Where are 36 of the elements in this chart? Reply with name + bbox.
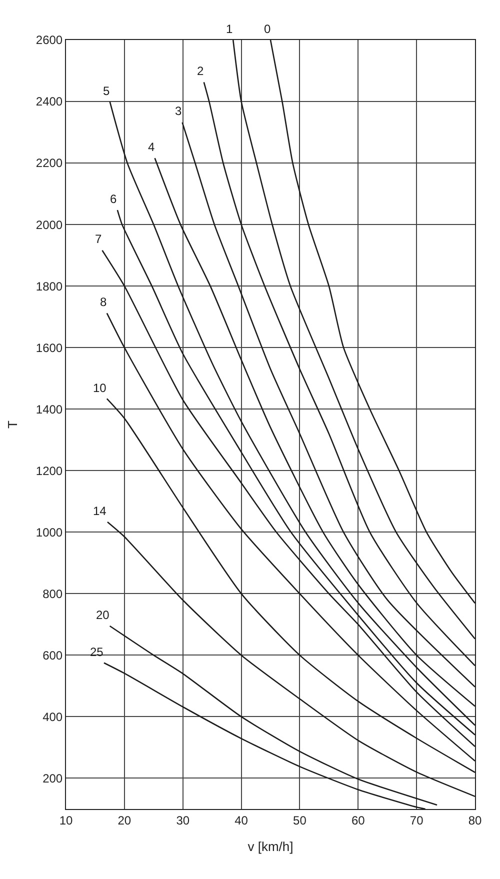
series-label: 0: [264, 22, 271, 36]
series-label: 10: [93, 381, 107, 395]
x-tick-label: 40: [234, 813, 248, 828]
series-label: 4: [148, 140, 155, 154]
y-tick-label: 1400: [36, 402, 63, 416]
y-tick-label: 200: [42, 771, 63, 786]
y-tick-label: 2600: [36, 33, 63, 48]
y-tick-label: 1800: [36, 279, 63, 294]
series-label: 5: [103, 84, 110, 98]
y-tick-label: 2200: [36, 156, 63, 170]
series-label: 3: [175, 104, 182, 118]
x-tick-label: 30: [176, 813, 190, 828]
series-label: 7: [95, 232, 102, 246]
series-label: 20: [96, 608, 110, 622]
x-tick-label: 70: [410, 813, 424, 828]
x-tick-label: 80: [468, 813, 482, 828]
y-tick-label: 600: [42, 648, 63, 662]
y-axis-title: T: [4, 420, 20, 428]
series-label: 6: [110, 192, 117, 206]
x-axis-title: v [km/h]: [248, 839, 294, 854]
y-tick-label: 1200: [36, 464, 63, 478]
line-series: [109, 625, 438, 806]
y-tick-label: 2400: [36, 94, 63, 109]
y-tick-label: 1000: [36, 525, 63, 540]
series-label: 14: [93, 504, 107, 518]
series-label: 8: [100, 295, 107, 309]
y-tick-label: 400: [42, 710, 63, 724]
x-tick-label: 10: [59, 813, 73, 828]
x-tick-label: 20: [118, 813, 132, 828]
x-tick-label: 50: [293, 813, 307, 828]
series-label: 2: [197, 64, 204, 78]
x-tick-label: 60: [351, 813, 366, 828]
y-tick-label: 2000: [36, 218, 63, 232]
y-tick-label: 1600: [36, 340, 63, 355]
y-tick-label: 800: [42, 586, 63, 601]
series-label: 1: [226, 22, 233, 36]
